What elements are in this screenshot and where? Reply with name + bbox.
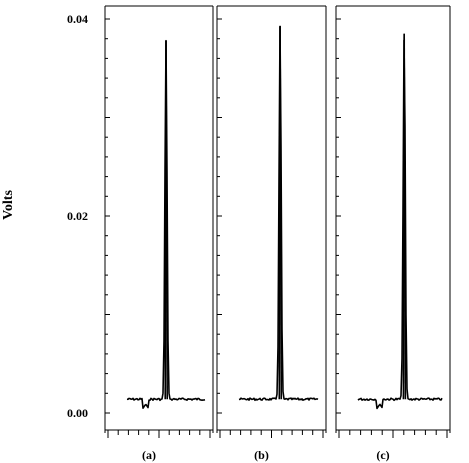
- peak-fall: [279, 25, 283, 400]
- panel-1: (a): [104, 5, 214, 462]
- panel-label: (b): [254, 448, 269, 462]
- signal-trace: [357, 39, 443, 410]
- panel-label: (c): [376, 448, 389, 462]
- y-tick-label: 0.00: [67, 406, 88, 420]
- y-tick-label: 0.04: [67, 12, 88, 26]
- panel-3: (c): [335, 5, 451, 462]
- y-tick-label: 0.02: [67, 209, 88, 223]
- y-axis-label: Volts: [1, 190, 16, 220]
- y-tick-labels: 0.04 0.02 0.00: [67, 12, 88, 420]
- peak-fall: [165, 40, 168, 400]
- panel-label: (a): [142, 448, 156, 462]
- signal-trace: [238, 26, 319, 402]
- panels: (a) (b) (c): [104, 5, 451, 462]
- peak-fall: [403, 33, 407, 400]
- panel-2: (b): [216, 5, 327, 462]
